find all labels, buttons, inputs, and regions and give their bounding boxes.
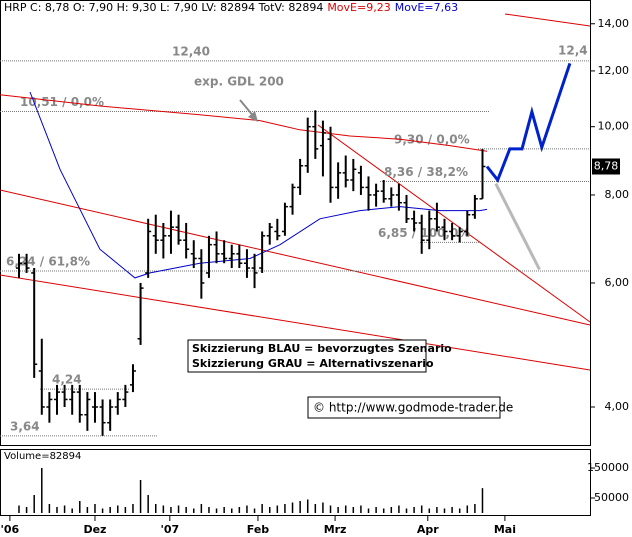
copyright: © http://www.godmode-trader.de bbox=[313, 401, 513, 415]
x-tick-label: '06 bbox=[1, 523, 20, 536]
level-label: 12,40 bbox=[172, 44, 210, 58]
copyright-box bbox=[307, 396, 501, 419]
y-tick-label: 14,00 bbox=[598, 17, 630, 30]
level-label: 3,64 bbox=[10, 419, 40, 433]
y-tick-label: 10,00 bbox=[598, 120, 630, 133]
legend-entry: MovE=9,23 bbox=[327, 1, 390, 14]
volume-tick-label: 150000 bbox=[587, 461, 629, 474]
volume-label: Volume=82894 bbox=[4, 451, 81, 462]
price-panel bbox=[0, 0, 591, 446]
y-tick-label: 6,00 bbox=[605, 276, 630, 289]
moving-average bbox=[29, 91, 488, 279]
level-label: 12,4 bbox=[558, 43, 588, 57]
y-tick-label: 8,00 bbox=[605, 188, 630, 201]
legend-text: Skizzierung BLAU = bevorzugtes Szenario bbox=[192, 342, 452, 355]
x-tick-label: Feb bbox=[247, 523, 270, 536]
volume-panel bbox=[0, 449, 591, 516]
header: HRP C: 8,78 O: 7,90 H: 9,30 L: 7,90 LV: … bbox=[4, 1, 458, 14]
annotation-arrow bbox=[248, 111, 258, 122]
trendline bbox=[0, 274, 591, 371]
legend-entry: MovE=7,63 bbox=[395, 1, 458, 14]
volume-tick-label: 50000 bbox=[594, 491, 629, 504]
x-tick-label: Mrz bbox=[324, 523, 347, 536]
last-price-box bbox=[592, 158, 620, 175]
trendline bbox=[504, 13, 591, 27]
level-label: 6,85 / 100,0% bbox=[378, 226, 470, 240]
trendline bbox=[317, 124, 591, 323]
last-price-label: 8,78 bbox=[594, 159, 619, 172]
moving-average bbox=[0, 94, 488, 152]
trendline bbox=[0, 189, 591, 326]
y-tick-label: 4,00 bbox=[605, 400, 630, 413]
header-quote: HRP C: 8,78 O: 7,90 H: 9,30 L: 7,90 LV: … bbox=[4, 1, 323, 14]
legend-text: Skizzierung GRAU = Alternativszenario bbox=[192, 357, 434, 370]
level-label: 9,30 / 0,0% bbox=[394, 132, 470, 146]
level-label: 8,36 / 38,2% bbox=[384, 165, 468, 179]
x-tick-label: Apr bbox=[417, 523, 439, 536]
x-tick-label: Dez bbox=[83, 523, 106, 536]
y-tick-label: 12,00 bbox=[598, 64, 630, 77]
legend-box bbox=[187, 339, 427, 373]
level-label: 4,24 bbox=[52, 373, 82, 387]
annotation: exp. GDL 200 bbox=[194, 75, 284, 89]
x-tick-label: Mai bbox=[494, 523, 516, 536]
x-tick-label: '07 bbox=[160, 523, 179, 536]
scenario-line bbox=[494, 183, 541, 271]
scenario-line bbox=[485, 62, 572, 183]
